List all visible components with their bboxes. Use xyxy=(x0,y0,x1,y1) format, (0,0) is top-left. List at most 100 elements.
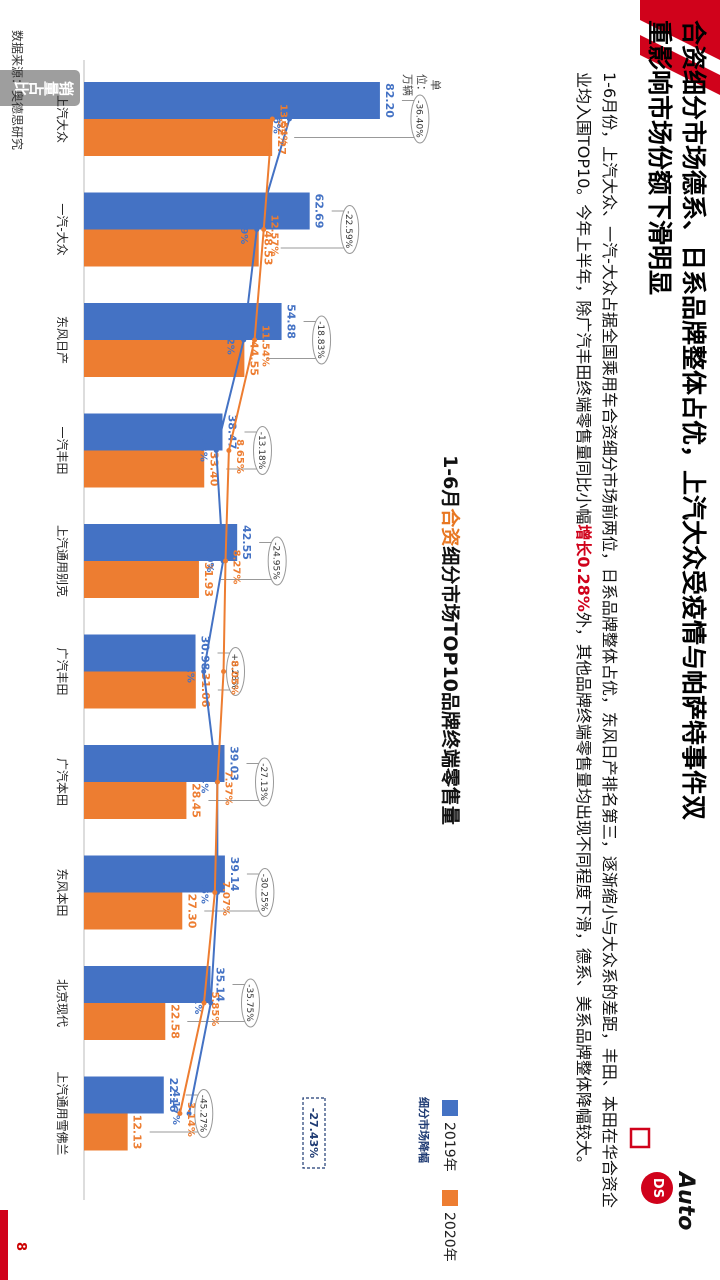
value-label-2019-7: 39.14 xyxy=(228,857,241,892)
share-point-0-8 xyxy=(208,1000,214,1006)
share-point-1-1 xyxy=(261,227,267,232)
bar-2019-3 xyxy=(84,413,223,451)
share-label-1-5: 8.05% xyxy=(229,660,240,695)
growth-badge-2 xyxy=(312,315,332,365)
growth-badge-4 xyxy=(267,536,287,586)
value-label-2019-2: 54.88 xyxy=(285,304,298,339)
bar-2019-7 xyxy=(83,855,225,893)
share-point-1-6 xyxy=(215,779,221,785)
share-point-0-5 xyxy=(201,669,207,674)
share-label-0-4: 8.00% xyxy=(204,538,215,573)
category-label-9: 上汽通用雪佛兰 xyxy=(55,1071,70,1155)
category-label-5: 广汽丰田 xyxy=(55,647,70,695)
share-point-1-7 xyxy=(212,890,218,895)
growth-badge-3 xyxy=(252,426,272,475)
share-point-0-9 xyxy=(186,1111,192,1116)
bar-2020-0 xyxy=(84,119,273,156)
share-label-1-7: 7.07% xyxy=(220,881,231,916)
share-label-1-1: 12.57% xyxy=(269,215,280,257)
value-label-2020-2: 44.55 xyxy=(247,341,260,376)
bar-2019-4 xyxy=(84,524,238,561)
share-point-1-2 xyxy=(252,337,258,343)
bar-2020-9 xyxy=(84,1113,128,1151)
bar-2019-6 xyxy=(84,745,225,782)
share-point-1-0 xyxy=(269,116,275,122)
share-label-1-6: 7.37% xyxy=(223,771,234,806)
bar-2020-5 xyxy=(83,671,196,709)
value-label-2019-4: 42.55 xyxy=(240,525,253,560)
share-label-1-0: 13.54% xyxy=(277,104,288,146)
category-label-7: 东风本田 xyxy=(55,868,69,916)
share-label-0-8: 6.61% xyxy=(192,980,203,1015)
share-label-1-8: 5.85% xyxy=(209,992,220,1027)
growth-label-3: -13.18% xyxy=(256,432,266,470)
page-number: 8 xyxy=(13,1242,28,1252)
bar-2020-4 xyxy=(84,561,199,598)
bar-2020-6 xyxy=(83,782,187,819)
share-point-1-4 xyxy=(223,558,229,564)
share-label-0-0: 15.46% xyxy=(270,92,281,134)
bullet-square-icon xyxy=(629,1127,651,1149)
share-line-1 xyxy=(178,118,274,1114)
growth-label-2: -18.83% xyxy=(315,321,325,359)
growth-label-6: -27.13% xyxy=(258,763,268,801)
share-label-0-7: 7.36% xyxy=(198,869,209,904)
value-label-2019-9: 22.16 xyxy=(167,1078,180,1113)
growth-label-1: -22.59% xyxy=(343,211,353,249)
category-label-8: 北京现代 xyxy=(55,979,69,1027)
bar-2019-8 xyxy=(84,966,211,1003)
segment-decline-label: 细分市场降幅 xyxy=(417,1097,431,1163)
value-label-2019-0: 82.20 xyxy=(383,83,396,118)
share-line-0 xyxy=(188,118,291,1114)
bar-2020-8 xyxy=(84,1003,166,1040)
share-point-1-5 xyxy=(221,669,227,674)
value-label-2020-8: 22.58 xyxy=(168,1004,181,1039)
growth-badge-8 xyxy=(241,978,261,1028)
share-tab xyxy=(0,70,80,106)
corner-decoration xyxy=(640,0,720,95)
share-label-1-3: 8.65% xyxy=(234,439,245,474)
category-label-1: 一汽-大众 xyxy=(55,203,70,255)
growth-label-0: -36.40% xyxy=(413,100,423,138)
category-label-4: 上汽通用别克 xyxy=(55,525,70,597)
share-label-0-2: 10.32% xyxy=(225,313,236,355)
growth-badge-7 xyxy=(255,868,275,917)
value-label-2019-6: 39.03 xyxy=(228,746,241,781)
bar-2019-9 xyxy=(84,1076,164,1114)
bar-2020-2 xyxy=(84,340,245,377)
share-point-1-3 xyxy=(226,448,232,453)
growth-label-5: +0.28% xyxy=(229,653,239,690)
growth-badge-0 xyxy=(410,94,430,144)
share-label-1-9: 3.14% xyxy=(185,1102,196,1137)
bar-2020-3 xyxy=(83,450,205,488)
growth-badge-6 xyxy=(255,757,275,807)
bar-2019-1 xyxy=(83,192,310,230)
bar-2019-0 xyxy=(84,82,380,119)
category-label-3: 一汽丰田 xyxy=(55,426,70,474)
growth-badge-9 xyxy=(194,1089,214,1138)
share-point-1-8 xyxy=(201,1000,207,1006)
growth-badge-1 xyxy=(340,205,360,254)
share-label-0-1: 11.79% xyxy=(238,203,249,245)
bar-2019-5 xyxy=(84,634,196,672)
share-label-0-6: 7.34% xyxy=(198,759,209,794)
share-point-0-1 xyxy=(254,227,260,232)
bar-2019-2 xyxy=(84,303,282,340)
segment-decline-box xyxy=(302,1097,326,1169)
share-point-1-9 xyxy=(177,1111,183,1116)
value-label-2020-9: 12.13 xyxy=(131,1115,144,1150)
share-point-0-3 xyxy=(213,448,219,453)
bar-2020-7 xyxy=(84,892,183,930)
share-point-0-0 xyxy=(286,116,292,122)
growth-label-8: -35.75% xyxy=(244,984,254,1022)
share-label-1-2: 11.54% xyxy=(260,325,271,367)
growth-label-4: -24.95% xyxy=(271,542,281,580)
category-label-6: 广汽本田 xyxy=(55,758,70,806)
share-label-0-3: 7.23% xyxy=(197,427,208,462)
value-label-2019-1: 62.69 xyxy=(313,194,326,229)
growth-badge-5 xyxy=(226,647,246,696)
segment-decline-value: -27.43% xyxy=(307,1108,320,1158)
share-label-0-9: 4.17% xyxy=(170,1090,181,1125)
